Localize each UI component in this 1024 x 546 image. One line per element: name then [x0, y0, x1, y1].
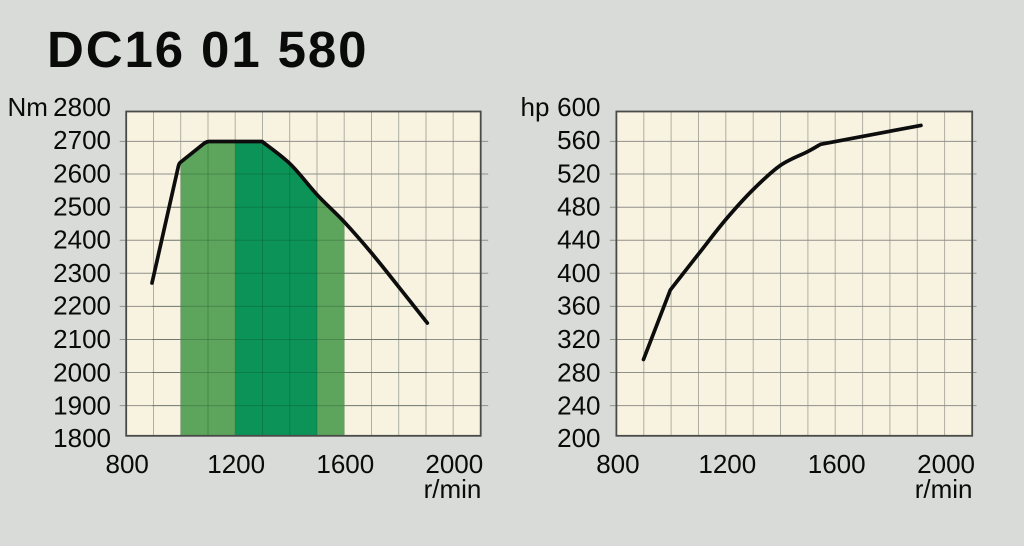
svg-text:800: 800 [106, 449, 149, 479]
svg-text:1200: 1200 [698, 449, 756, 479]
svg-text:2700: 2700 [53, 125, 111, 155]
svg-text:2300: 2300 [53, 258, 111, 288]
svg-text:r/min: r/min [915, 474, 973, 504]
svg-text:1900: 1900 [53, 390, 111, 420]
svg-text:440: 440 [557, 225, 600, 255]
svg-text:800: 800 [596, 449, 639, 479]
svg-text:360: 360 [557, 291, 600, 321]
svg-text:1200: 1200 [207, 449, 265, 479]
svg-text:hp: hp [521, 92, 550, 122]
svg-text:2100: 2100 [53, 324, 111, 354]
svg-text:1600: 1600 [316, 449, 374, 479]
svg-text:320: 320 [557, 324, 600, 354]
svg-text:520: 520 [557, 158, 600, 188]
svg-text:600: 600 [557, 92, 600, 122]
svg-text:2600: 2600 [53, 158, 111, 188]
svg-text:400: 400 [557, 258, 600, 288]
svg-text:2200: 2200 [53, 291, 111, 321]
svg-text:r/min: r/min [424, 474, 482, 504]
svg-text:2500: 2500 [53, 192, 111, 222]
svg-text:DC16 01 580: DC16 01 580 [47, 21, 368, 78]
svg-text:2400: 2400 [53, 225, 111, 255]
svg-text:200: 200 [557, 423, 600, 453]
svg-text:1800: 1800 [53, 423, 111, 453]
svg-text:2000: 2000 [425, 449, 483, 479]
svg-text:240: 240 [557, 390, 600, 420]
svg-text:2000: 2000 [53, 358, 111, 388]
svg-text:2000: 2000 [917, 449, 975, 479]
svg-text:560: 560 [557, 125, 600, 155]
svg-text:2800: 2800 [53, 92, 111, 122]
svg-text:280: 280 [557, 358, 600, 388]
svg-text:Nm: Nm [8, 92, 48, 122]
svg-text:480: 480 [557, 192, 600, 222]
svg-text:1600: 1600 [808, 449, 866, 479]
